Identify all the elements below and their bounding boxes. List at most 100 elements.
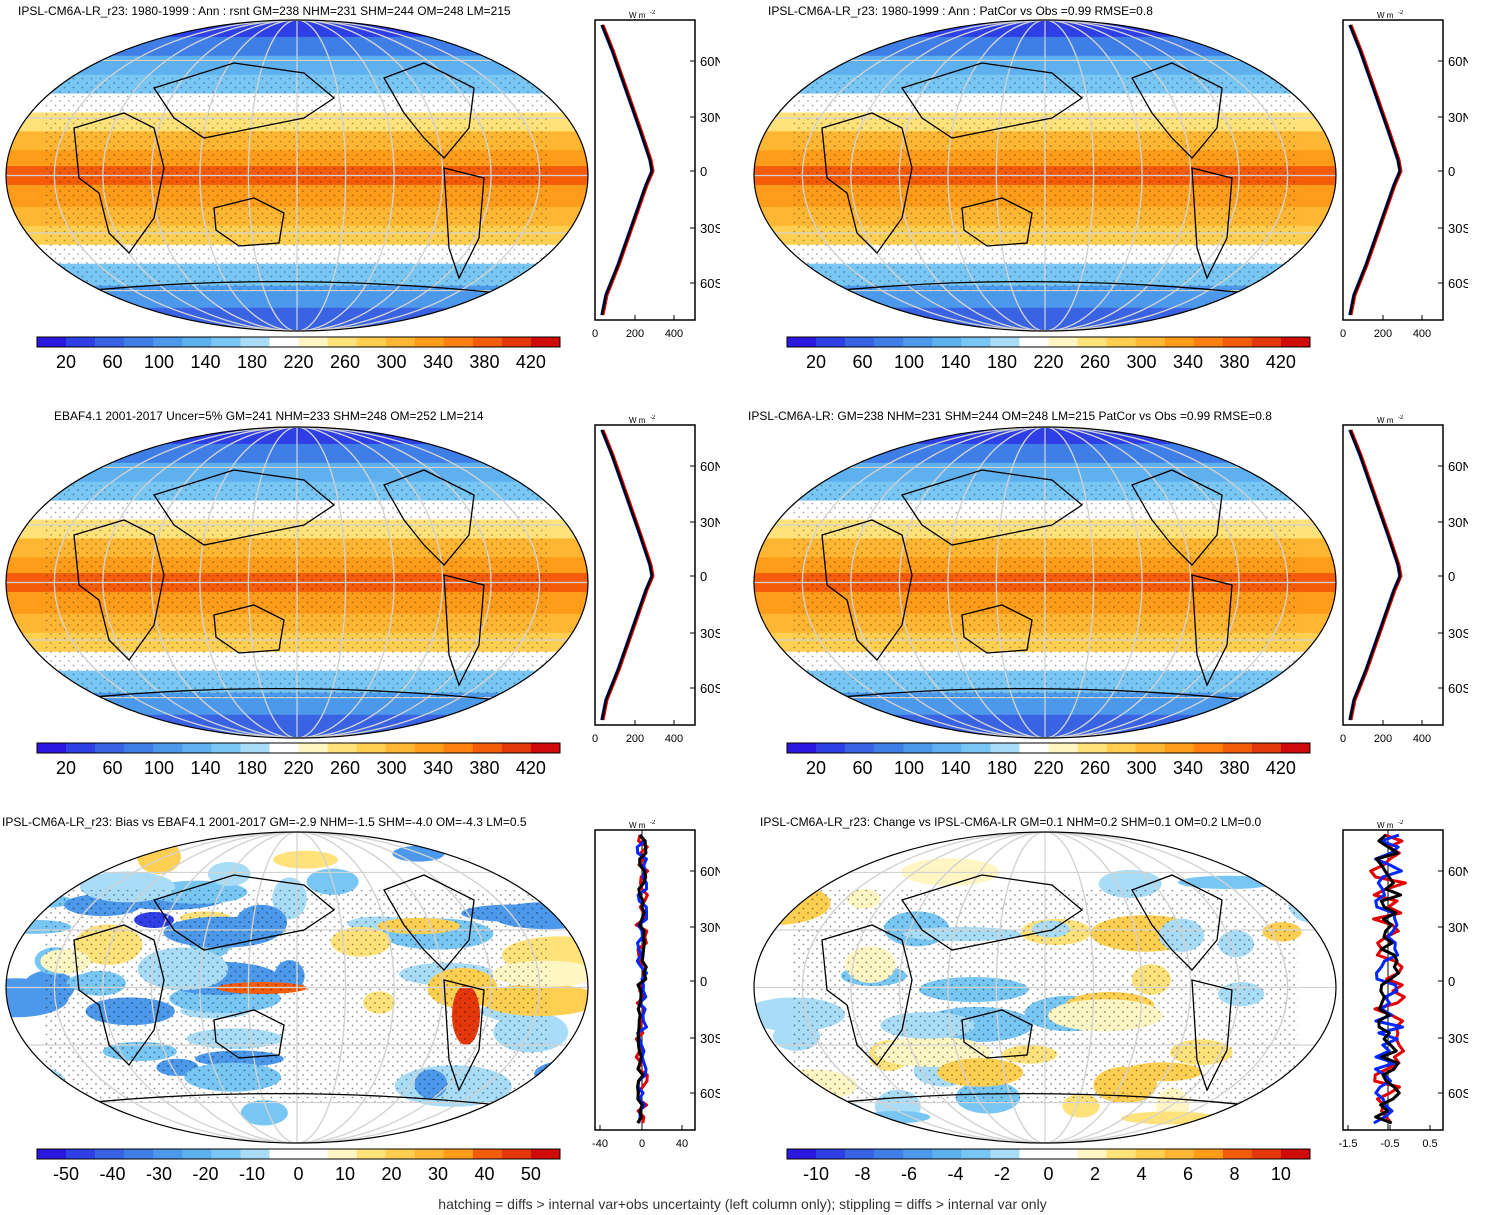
colorbar-swatch <box>1077 337 1107 347</box>
lat-tick-label: 30N <box>700 110 720 125</box>
anomaly-blob <box>510 839 569 872</box>
profile-unit: W m <box>1377 416 1394 425</box>
colorbar-tick-label: 140 <box>940 758 970 778</box>
anomaly-blob <box>272 850 338 869</box>
colorbar-swatch <box>414 1149 445 1159</box>
colorbar-tick-label: 340 <box>423 352 453 372</box>
colorbar-swatch <box>1135 1149 1166 1159</box>
mean-profile-line <box>600 429 654 721</box>
colorbar-swatch <box>1048 337 1078 347</box>
lat-tick-label: 60N <box>1448 459 1468 474</box>
map-frame <box>753 426 1337 739</box>
colorbar-tick-label: 140 <box>190 758 220 778</box>
colorbar-tick-label: 420 <box>1266 352 1296 372</box>
obs-profile-line <box>600 24 653 316</box>
colorbar-tick-label: 260 <box>330 352 360 372</box>
colorbar-swatch <box>1106 337 1136 347</box>
colorbar-tick-label: 60 <box>103 758 123 778</box>
coastlines <box>63 469 545 706</box>
colorbar-swatch <box>385 337 416 347</box>
colorbar-swatch <box>240 1149 270 1159</box>
colorbar-swatch <box>932 337 962 347</box>
colorbar-tick-label: 220 <box>1033 352 1063 372</box>
profile-unit: W m <box>1377 11 1394 20</box>
colorbar-swatch <box>787 337 817 347</box>
colorbar-swatch <box>501 337 532 347</box>
profile-x-tick-label: -0.5 <box>1381 1138 1400 1150</box>
obs-profile-line <box>1348 429 1401 721</box>
colorbar-swatch <box>961 337 991 347</box>
colorbar-swatch <box>816 743 846 753</box>
coastlines <box>811 62 1293 299</box>
lat-tick-label: 0 <box>700 569 707 584</box>
colorbar-tick-label: 8 <box>1229 1164 1239 1184</box>
anomaly-blob <box>6 853 69 880</box>
map-frame <box>5 426 589 739</box>
colorbar-tick-label: 260 <box>330 758 360 778</box>
lat-tick-label: 0 <box>1448 974 1455 989</box>
colorbar-swatch <box>1251 337 1282 347</box>
colorbar-swatch <box>1251 1149 1282 1159</box>
colorbar-swatch <box>932 1149 962 1159</box>
profile-frame <box>1342 424 1444 726</box>
colorbar-swatch <box>211 337 241 347</box>
colorbar-swatch <box>1106 743 1136 753</box>
coastlines <box>811 469 1293 706</box>
colorbar-swatch <box>1164 337 1195 347</box>
colorbar-swatch <box>182 1149 212 1159</box>
anomaly-blob <box>137 839 181 875</box>
anomaly-blob <box>8 1101 89 1134</box>
colorbar-swatch <box>66 1149 96 1159</box>
zonal-profile-model-patcor: W m -2 60N 30N 0 30S 60S 0 200 400 <box>1328 10 1468 340</box>
map-model-mean <box>4 18 590 333</box>
profile-frame <box>1342 829 1444 1131</box>
colorbar-swatch <box>990 1149 1020 1159</box>
colorbar-swatch <box>1048 1149 1078 1159</box>
panel-title-model-patcor: IPSL-CM6A-LR_r23: 1980-1999 : Ann : PatC… <box>768 4 1153 18</box>
colorbar-swatch <box>501 1149 532 1159</box>
colorbar-tick-label: 100 <box>894 758 924 778</box>
colorbar-tick-label: 100 <box>144 758 174 778</box>
mean-profile-line <box>600 24 654 316</box>
colorbar-tick-label: 20 <box>806 758 826 778</box>
colorbar-swatch <box>530 337 561 347</box>
profile-x-tick-label: 0 <box>639 1138 645 1150</box>
anomaly-blob <box>23 846 91 880</box>
colorbar-tick-label: 4 <box>1136 1164 1146 1184</box>
model-profile-line <box>601 429 655 721</box>
profile-x-tick-label: -40 <box>592 1138 608 1150</box>
model-profile-line <box>1369 833 1407 1124</box>
coastlines <box>811 874 1293 1111</box>
lat-tick-label: 60S <box>700 276 720 291</box>
colorbar-swatch <box>95 337 125 347</box>
model-profile-line <box>1349 429 1403 721</box>
profile-unit-exponent: -2 <box>650 10 656 16</box>
colorbar-obs: 20 60 100 140 180 220 260 300 340 380 420 <box>36 742 576 782</box>
colorbar-swatch <box>472 337 503 347</box>
profile-unit: W m <box>1377 821 1394 830</box>
colorbar-tick-label: 100 <box>144 352 174 372</box>
colorbar-tick-label: -50 <box>53 1164 79 1184</box>
colorbar-swatch <box>95 1149 125 1159</box>
colorbar-swatch <box>1164 1149 1195 1159</box>
anomaly-blob <box>754 847 808 888</box>
colorbar-swatch <box>356 337 386 347</box>
colorbar-swatch <box>327 337 357 347</box>
lat-tick-label: 30S <box>1448 626 1468 641</box>
anomaly-blob <box>207 861 251 886</box>
colorbar-tick-label: 20 <box>381 1164 401 1184</box>
colorbar-swatch <box>1164 743 1195 753</box>
colorbar-tick-label: 180 <box>237 352 267 372</box>
lat-tick-label: 60N <box>700 54 720 69</box>
colorbar-swatch <box>1077 743 1107 753</box>
colorbar-swatch <box>124 337 154 347</box>
colorbar-swatch <box>903 743 933 753</box>
profile-unit-exponent: -2 <box>650 820 656 826</box>
colorbar-tick-label: 30 <box>428 1164 448 1184</box>
profile-x-tick-label: 0 <box>1340 328 1346 340</box>
colorbar-swatch <box>845 337 875 347</box>
colorbar-swatch <box>1135 337 1166 347</box>
map-obs <box>4 425 590 740</box>
zonal-profile-ensemble: W m -2 60N 30N 0 30S 60S 0 200 400 <box>1328 415 1468 745</box>
colorbar-tick-label: 260 <box>1080 352 1110 372</box>
